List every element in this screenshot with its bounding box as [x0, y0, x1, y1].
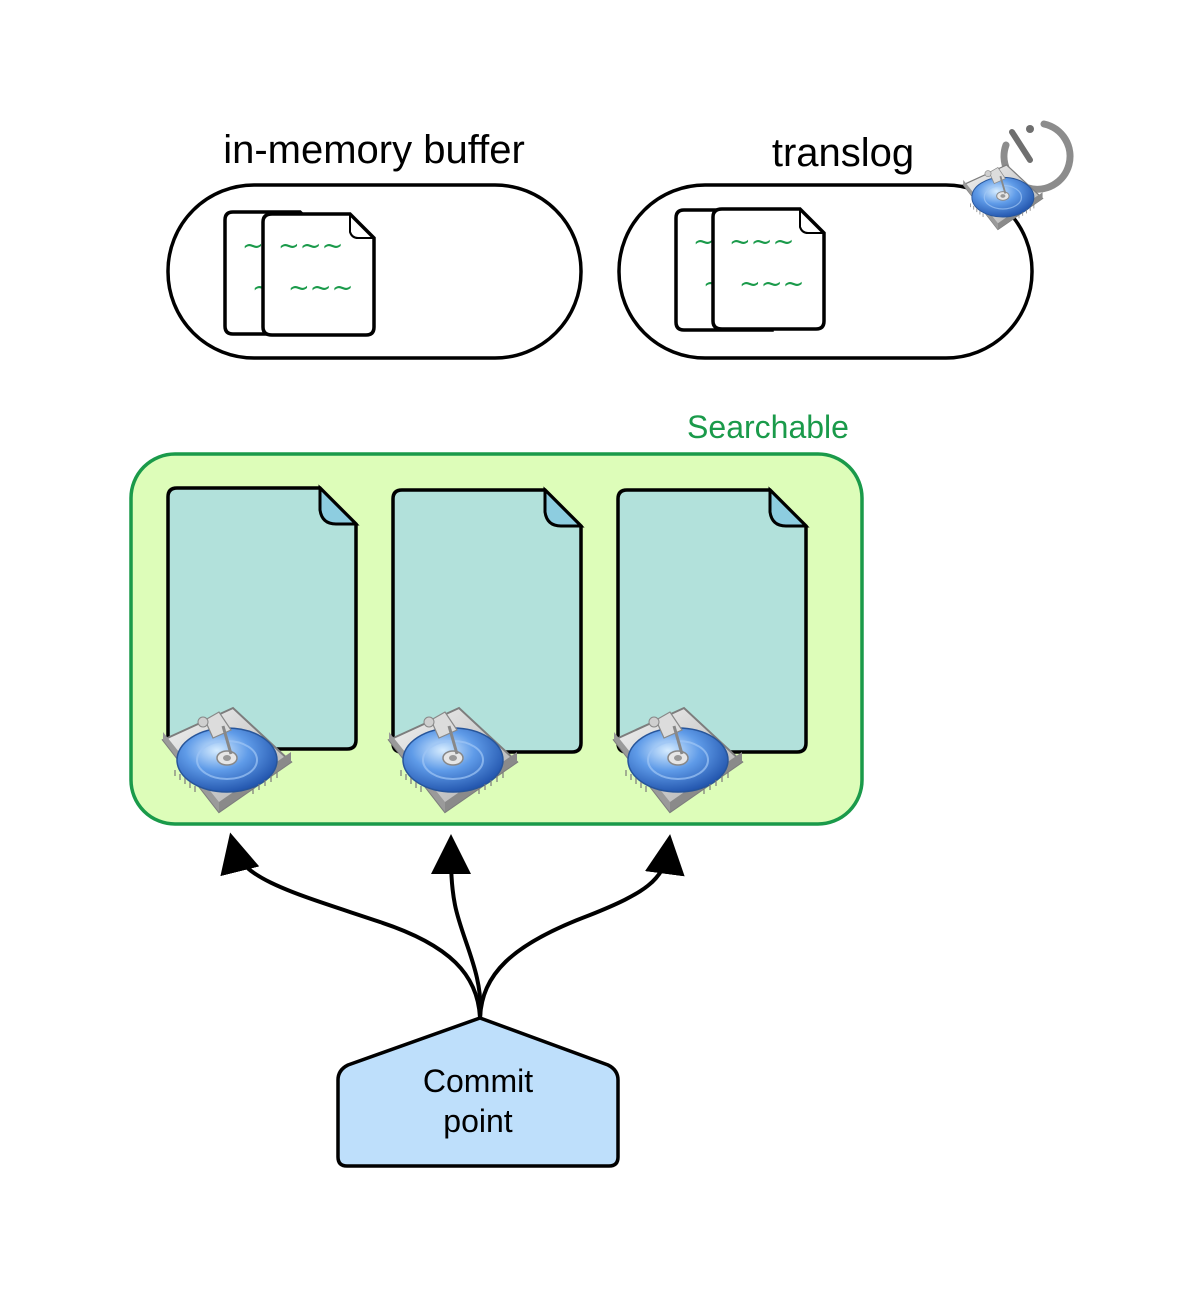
arrow-to-segment-2	[431, 834, 483, 1019]
buffer-doc-front: ~~~ ~~~	[261, 212, 376, 337]
translog-doc-front-tilde-1: ~~~	[729, 227, 794, 257]
translog-doc-front-tilde-2: ~~~	[739, 269, 804, 299]
segment-3	[612, 486, 810, 814]
searchable-label: Searchable	[687, 409, 849, 445]
translog-doc-back-tilde-1: ~	[693, 227, 715, 257]
translog-title: translog	[772, 131, 914, 175]
arrow-to-segment-3	[478, 834, 685, 1019]
buffer-title: in-memory buffer	[223, 128, 525, 172]
commit-point-label-line1: Commit	[423, 1063, 533, 1099]
commit-point: Commit point	[336, 1016, 620, 1168]
commit-point-label-line2: point	[443, 1103, 513, 1139]
translog-doc-front: ~~~ ~~~	[711, 207, 826, 331]
segment-2	[387, 486, 585, 814]
buffer-doc-back-tilde-1: ~	[242, 231, 264, 261]
arrow-to-segment-1	[220, 832, 482, 1019]
buffer-doc-front-tilde-2: ~~~	[288, 273, 353, 303]
buffer-doc-front-tilde-1: ~~~	[278, 231, 343, 261]
segment-1	[161, 484, 360, 814]
